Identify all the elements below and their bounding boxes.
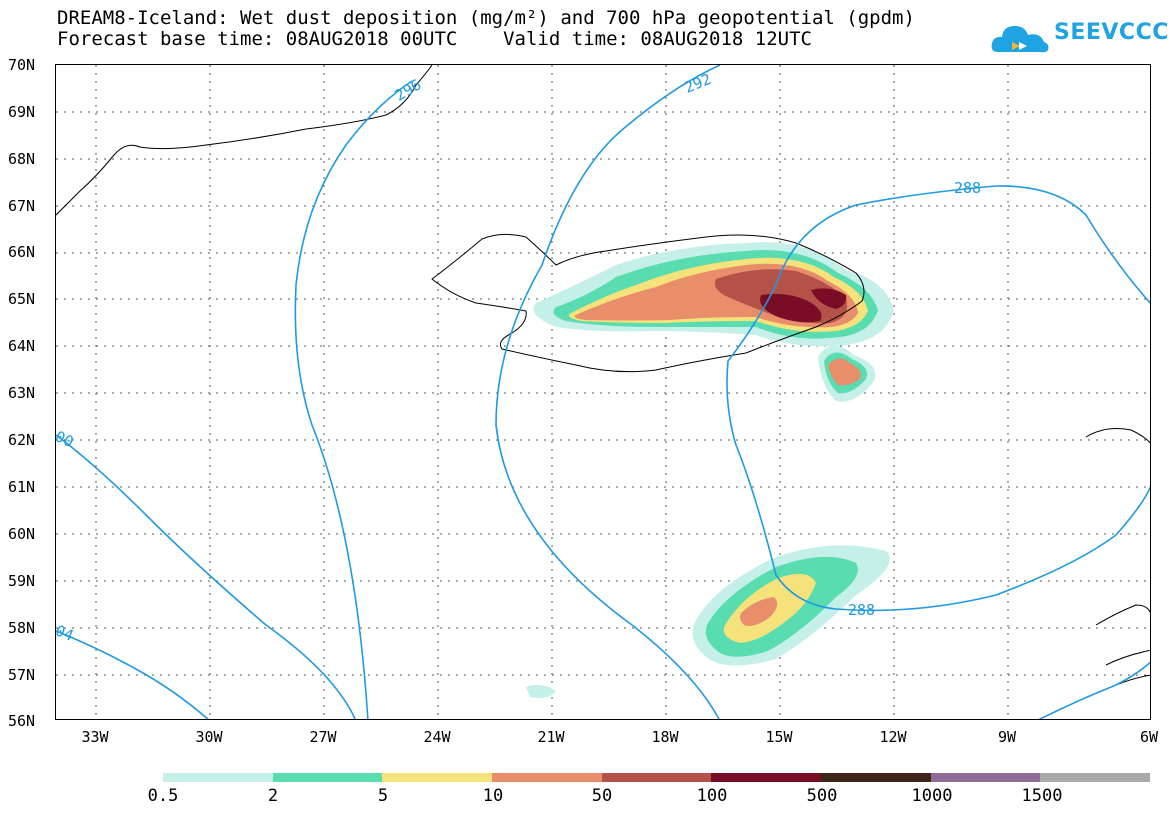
legend-label: 1500 <box>1021 786 1063 806</box>
legend-swatch <box>1040 773 1151 782</box>
contour-label-292: 292 <box>682 70 714 97</box>
legend-label: 50 <box>591 786 613 806</box>
lat-label: 63N <box>8 384 36 402</box>
contour-label-288-south: 288 <box>848 601 875 619</box>
lat-label: 68N <box>8 150 36 168</box>
lat-label: 58N <box>8 619 36 637</box>
geopotential-contours <box>56 65 1150 719</box>
dust-deposition-iceland <box>526 242 894 699</box>
lat-label: 64N <box>8 337 36 355</box>
legend-label: 5 <box>377 786 389 806</box>
legend-swatch <box>821 773 931 782</box>
cloud-icon <box>991 26 1049 53</box>
logo-text: SEEVCCC <box>1054 20 1169 45</box>
legend-swatch <box>272 773 383 782</box>
lon-label: 21W <box>537 728 565 746</box>
gridlines <box>56 65 1150 719</box>
legend-label: 0.5 <box>147 786 179 806</box>
legend-swatch <box>930 773 1041 782</box>
lon-label: 12W <box>879 728 907 746</box>
lat-label: 57N <box>8 666 36 684</box>
color-legend-bar <box>163 773 1151 782</box>
legend-swatch <box>601 773 712 782</box>
lon-label: 15W <box>765 728 793 746</box>
lon-label: 27W <box>309 728 337 746</box>
lat-label: 60N <box>8 525 36 543</box>
lat-label: 67N <box>8 197 36 215</box>
map-svg: 296 292 288 288 00 04 <box>56 65 1150 719</box>
legend-swatch <box>382 773 493 782</box>
contour-label-300: 00 <box>56 427 76 451</box>
lon-label: 24W <box>423 728 451 746</box>
coastlines <box>56 65 1150 686</box>
lat-label: 56N <box>8 712 36 730</box>
lon-label: 30W <box>195 728 223 746</box>
lat-label: 62N <box>8 431 36 449</box>
lat-label: 70N <box>8 56 36 74</box>
chart-title-line2: Forecast base time: 08AUG2018 00UTC Vali… <box>57 28 812 50</box>
legend-label: 2 <box>267 786 279 806</box>
legend-label: 100 <box>696 786 728 806</box>
lat-label: 61N <box>8 478 36 496</box>
legend-swatch <box>492 773 602 782</box>
map-plot-area: 296 292 288 288 00 04 <box>55 64 1151 720</box>
lat-label: 66N <box>8 243 36 261</box>
lon-label: 18W <box>651 728 679 746</box>
contour-label-296: 296 <box>392 76 424 105</box>
lat-label: 59N <box>8 572 36 590</box>
legend-label: 1000 <box>911 786 953 806</box>
legend-swatch <box>163 773 273 782</box>
legend-swatch <box>711 773 822 782</box>
legend-label: 10 <box>482 786 504 806</box>
lon-label: 33W <box>81 728 109 746</box>
lon-label: 6W <box>1139 728 1159 746</box>
legend-label: 500 <box>806 786 838 806</box>
chart-title-line1: DREAM8-Iceland: Wet dust deposition (mg/… <box>57 7 915 29</box>
contour-label-288-north: 288 <box>954 179 981 197</box>
lat-label: 65N <box>8 290 36 308</box>
contour-label-304: 04 <box>56 621 76 644</box>
seevccc-logo: SEEVCCC <box>990 16 1170 60</box>
lon-label: 9W <box>997 728 1017 746</box>
lat-label: 69N <box>8 103 36 121</box>
